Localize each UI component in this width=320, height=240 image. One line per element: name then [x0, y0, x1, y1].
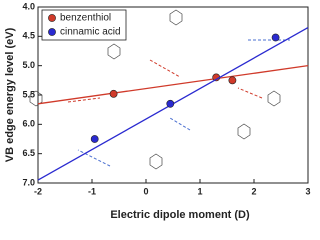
y-tick-label: 4.0	[22, 1, 35, 11]
x-tick-label: 2	[251, 186, 256, 196]
y-tick-label: 7.0	[22, 177, 35, 187]
y-tick-label: 5.5	[22, 89, 35, 99]
point	[271, 33, 280, 42]
fit-line	[37, 65, 309, 105]
x-tick-label: 1	[197, 186, 202, 196]
point	[90, 135, 99, 143]
x-axis-label: Electric dipole moment (D)	[110, 209, 250, 221]
x-tick-label: -1	[88, 186, 96, 196]
x-tick-label: -2	[34, 186, 42, 196]
page: Electric dipole moment (D) VB edge energ…	[3, 1, 311, 221]
y-tick-label: 6.5	[22, 148, 35, 158]
chart: Electric dipole moment (D) VB edge energ…	[4, 1, 311, 221]
y-tick-label: 6.0	[22, 119, 35, 129]
legend-marker	[48, 14, 56, 22]
legend-label: cinnamic acid	[60, 27, 121, 38]
legend-label: benzenthiol	[60, 13, 111, 24]
legend-marker	[48, 28, 56, 36]
point	[228, 76, 237, 85]
y-axis-label: VB edge energy level (eV)	[4, 27, 16, 162]
x-tick-label: 3	[305, 186, 310, 196]
y-tick-label: 4.5	[22, 31, 35, 41]
y-tick-label: 5.0	[22, 60, 35, 70]
x-tick-label: 0	[143, 186, 148, 196]
molecule-sketches	[29, 9, 290, 170]
point	[166, 99, 175, 108]
legend-box	[41, 9, 127, 41]
point	[109, 89, 118, 98]
